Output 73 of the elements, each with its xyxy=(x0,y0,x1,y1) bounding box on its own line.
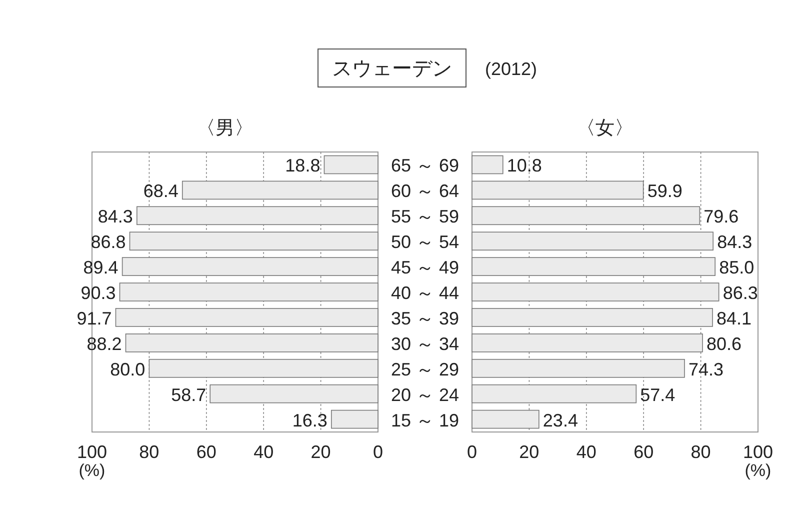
y-tick-label: 30 ～ 34 xyxy=(390,334,460,354)
x-tick-label: 80 xyxy=(139,442,160,462)
y-tick-label: 55 ～ 59 xyxy=(390,206,460,227)
bar xyxy=(472,410,540,429)
bar xyxy=(472,334,703,352)
data-label: 91.7 xyxy=(76,308,112,328)
bar xyxy=(136,206,378,226)
data-label: 86.3 xyxy=(722,283,758,303)
bar xyxy=(472,257,716,276)
bar xyxy=(125,334,378,352)
bar xyxy=(122,257,378,276)
x-tick-label: 20 xyxy=(519,442,540,462)
x-tick-label: 80 xyxy=(690,442,711,462)
data-label: 84.3 xyxy=(98,206,133,227)
data-label: 10.8 xyxy=(506,156,542,176)
x-tick-label: 100 xyxy=(742,442,774,462)
x-axis-title: (%) xyxy=(78,461,106,480)
data-label: 58.7 xyxy=(171,384,206,405)
chart-title: 〈男〉 xyxy=(196,118,254,139)
chart-title: 〈女〉 xyxy=(576,118,634,139)
data-label: 74.3 xyxy=(688,359,724,380)
y-tick-label: 15 ～ 19 xyxy=(390,410,460,430)
y-tick-label: 20 ～ 24 xyxy=(390,384,460,405)
text: スウェーデン xyxy=(332,58,452,80)
data-label: 88.2 xyxy=(86,334,122,354)
bar xyxy=(472,232,714,250)
x-tick-label: 100 xyxy=(76,442,108,462)
y-tick-label: 60 ～ 64 xyxy=(390,181,460,202)
bar xyxy=(115,308,378,327)
bar xyxy=(472,358,685,378)
data-label: 89.4 xyxy=(83,258,118,278)
bar xyxy=(472,384,637,404)
y-tick-label: 50 ～ 54 xyxy=(390,232,460,252)
data-label: 16.3 xyxy=(292,410,328,430)
bar xyxy=(129,232,378,250)
x-tick-label: 0 xyxy=(372,442,384,462)
bar xyxy=(182,180,378,200)
bar xyxy=(210,384,378,404)
bar xyxy=(472,206,700,226)
data-label: 86.8 xyxy=(90,232,126,252)
x-axis-title: (%) xyxy=(744,461,772,480)
data-label: 84.1 xyxy=(716,308,752,328)
y-tick-label: 40 ～ 44 xyxy=(390,283,460,303)
y-tick-label: 65 ～ 69 xyxy=(390,156,460,176)
data-label: 59.9 xyxy=(647,181,682,202)
data-label: 57.4 xyxy=(640,384,676,405)
data-label: 90.3 xyxy=(80,283,116,303)
x-tick-label: 60 xyxy=(196,442,216,462)
y-tick-label: 45 ～ 49 xyxy=(390,258,460,278)
bar xyxy=(472,180,644,200)
bar xyxy=(472,155,504,174)
data-label: 80.0 xyxy=(110,359,146,380)
data-label: 79.6 xyxy=(704,206,739,227)
bar xyxy=(330,410,378,429)
x-tick-label: 40 xyxy=(254,442,274,462)
data-label: 85.0 xyxy=(719,258,754,278)
bar xyxy=(148,358,378,378)
x-tick-label: 60 xyxy=(634,442,654,462)
bar xyxy=(119,282,378,302)
bar xyxy=(472,308,713,327)
data-label: 23.4 xyxy=(542,410,578,430)
bar xyxy=(324,155,378,174)
data-label: 80.6 xyxy=(706,334,742,354)
text: (2012) xyxy=(485,59,538,79)
data-label: 84.3 xyxy=(717,232,752,252)
data-label: 18.8 xyxy=(285,156,320,176)
bar xyxy=(472,282,720,302)
data-label: 68.4 xyxy=(143,181,178,202)
x-tick-label: 40 xyxy=(576,442,596,462)
x-tick-label: 0 xyxy=(466,442,478,462)
x-tick-label: 20 xyxy=(310,442,331,462)
y-tick-label: 25 ～ 29 xyxy=(390,359,460,380)
y-tick-label: 35 ～ 39 xyxy=(390,308,460,328)
